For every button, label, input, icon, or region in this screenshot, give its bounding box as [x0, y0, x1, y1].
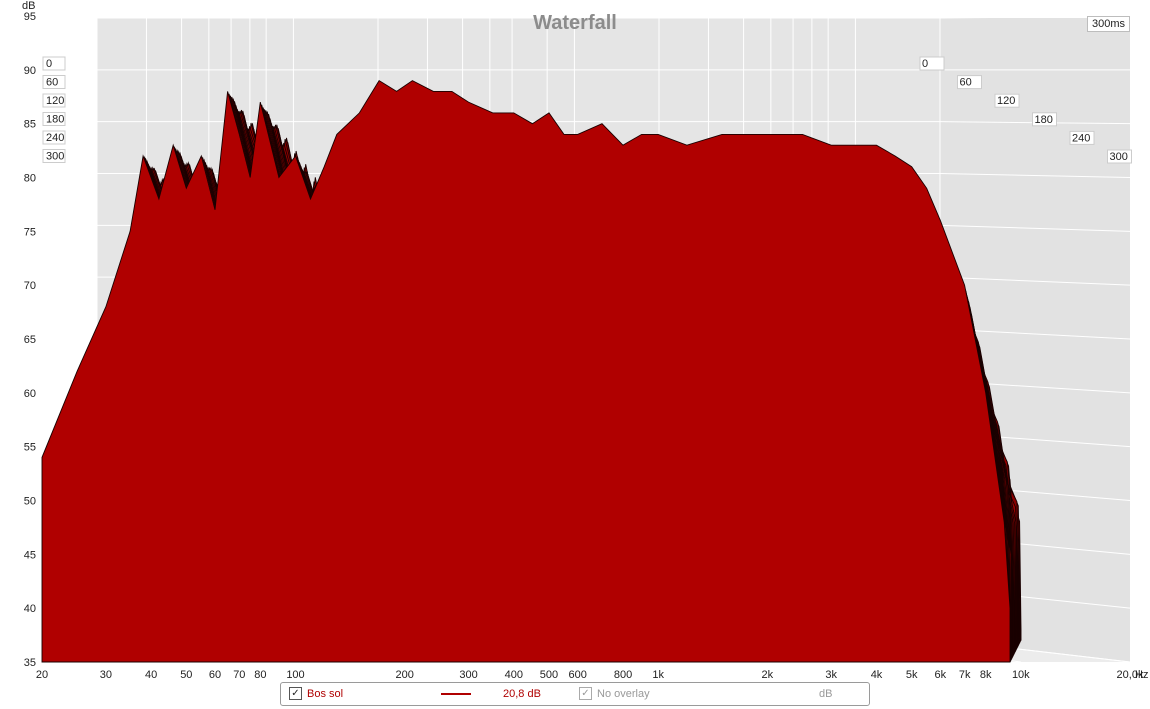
- y-tick-label: 80: [24, 173, 36, 185]
- y-tick-label: 75: [24, 226, 36, 238]
- x-tick-label: 40: [145, 669, 157, 681]
- x-tick-label: 100: [286, 669, 304, 681]
- x-tick-label: 5k: [906, 669, 918, 681]
- x-tick-label: 30: [100, 669, 112, 681]
- time-range-label: 300ms: [1086, 16, 1130, 32]
- time-tick-box-left: [42, 56, 66, 71]
- time-tick-box-right: [919, 56, 945, 71]
- x-tick-label: 80: [254, 669, 266, 681]
- time-tick-label-left: 180: [46, 114, 64, 126]
- x-axis-unit: Hz: [1135, 669, 1148, 681]
- x-tick-label: 4k: [871, 669, 883, 681]
- time-tick-label-right: 300: [1110, 151, 1128, 163]
- x-tick-label: 400: [505, 669, 523, 681]
- time-tick-label-right: 180: [1035, 114, 1053, 126]
- x-tick-label: 500: [540, 669, 558, 681]
- overlay-unit: dB: [819, 688, 833, 700]
- x-tick-label: 8k: [980, 669, 992, 681]
- time-tick-box-right: [957, 75, 982, 90]
- y-tick-label: 60: [24, 388, 36, 400]
- time-tick-label-left: 60: [46, 77, 58, 89]
- overlay-checkbox[interactable]: ✓: [579, 687, 592, 700]
- x-tick-label: 3k: [825, 669, 837, 681]
- x-tick-label: 6k: [935, 669, 947, 681]
- time-tick-box-right: [1107, 149, 1132, 164]
- y-tick-label: 45: [24, 549, 36, 561]
- x-tick-label: 2k: [762, 669, 774, 681]
- x-tick-label: 70: [233, 669, 245, 681]
- x-tick-label: 10k: [1012, 669, 1030, 681]
- time-tick-box-left: [42, 130, 66, 145]
- y-tick-label: 85: [24, 119, 36, 131]
- time-tick-label-right: 60: [960, 77, 972, 89]
- time-tick-label-left: 300: [46, 151, 64, 163]
- grid-line-y-side: [939, 224, 1131, 232]
- waterfall-slices: [41, 79, 1022, 663]
- time-tick-box-left: [42, 93, 66, 108]
- y-tick-label: 70: [24, 280, 36, 292]
- x-tick-label: 50: [180, 669, 192, 681]
- chart-title: Waterfall: [533, 12, 617, 34]
- y-axis-unit: dB: [22, 0, 35, 12]
- x-tick-label: 7k: [959, 669, 971, 681]
- time-tick-box-left: [42, 112, 66, 126]
- time-tick-label-left: 240: [46, 132, 64, 144]
- overlay-label: No overlay: [597, 688, 650, 700]
- waterfall-slice: [41, 79, 1011, 663]
- x-tick-label: 300: [459, 669, 477, 681]
- x-tick-label: 20: [36, 669, 48, 681]
- x-axis-ticks: 20 30 40 50 60 70 80 100 200 300 400 500 600 800 1k 2k 3…: [36, 669, 1144, 681]
- time-tick-label-left: 120: [46, 95, 64, 107]
- series-checkbox[interactable]: ✓: [289, 687, 302, 700]
- time-tick-label-right: 240: [1072, 132, 1090, 144]
- time-tick-label-right: 0: [922, 58, 928, 70]
- time-tick-label-left: 0: [46, 58, 52, 70]
- x-tick-label: 200: [395, 669, 413, 681]
- y-tick-label: 55: [24, 442, 36, 454]
- series-value: 20,8 dB: [503, 688, 541, 700]
- grid-line-y-side: [939, 173, 1131, 178]
- grid-line-y-side: [939, 276, 1131, 286]
- series-line-swatch: [441, 693, 471, 695]
- time-tick-label-right: 120: [997, 95, 1015, 107]
- y-tick-label: 90: [24, 65, 36, 77]
- series-name: Bos sol: [307, 688, 344, 700]
- time-tick-box-left: [42, 75, 66, 89]
- y-tick-label: 65: [24, 334, 36, 346]
- x-tick-label: 1k: [652, 669, 664, 681]
- time-axis-ticks: 0 0 60 60 120 120 180 180 240 240 300 300: [42, 56, 1132, 164]
- x-tick-label: 20,0k: [1117, 669, 1144, 681]
- x-tick-label: 600: [569, 669, 587, 681]
- time-tick-box-right: [1069, 130, 1095, 145]
- legend-bar: ✓ Bos sol 20,8 dB ✓ No overlay dB: [280, 682, 870, 706]
- time-tick-box-left: [42, 149, 66, 163]
- y-tick-label: 40: [24, 603, 36, 615]
- y-tick-label: 50: [24, 496, 36, 508]
- x-tick-label: 60: [209, 669, 221, 681]
- x-tick-label: 800: [614, 669, 632, 681]
- time-tick-box-right: [994, 93, 1020, 108]
- time-tick-box-right: [1032, 112, 1057, 127]
- y-tick-label: 95: [24, 11, 36, 23]
- y-tick-label: 35: [24, 657, 36, 669]
- y-axis-ticks: 35 40 45 50 55 60 65 70 75 80 85 90 95: [24, 11, 36, 669]
